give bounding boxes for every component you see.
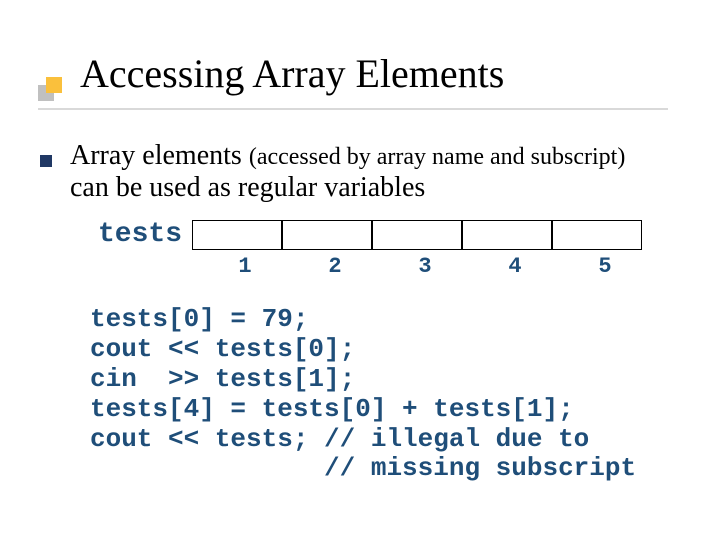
- slide-title: Accessing Array Elements: [80, 50, 504, 97]
- code-line: tests[4] = tests[0] + tests[1];: [90, 394, 574, 424]
- array-index: 5: [560, 254, 650, 279]
- array-label: tests: [98, 219, 182, 250]
- body-part1: Array elements: [70, 140, 249, 171]
- slide: Accessing Array Elements Array elements …: [0, 0, 720, 540]
- code-block: tests[0] = 79; cout << tests[0]; cin >> …: [90, 305, 636, 484]
- accent-square-gold: [46, 77, 62, 93]
- array-index: 3: [380, 254, 470, 279]
- array-cells: [192, 220, 642, 250]
- code-line: cout << tests[0];: [90, 334, 355, 364]
- array-cell: [282, 220, 372, 250]
- array-cell: [372, 220, 462, 250]
- array-index: 2: [290, 254, 380, 279]
- body-part2: (accessed by array name and subscript): [249, 144, 626, 170]
- code-line: tests[0] = 79;: [90, 304, 308, 334]
- index-row: 1 2 3 4 5: [200, 254, 650, 279]
- body-text: Array elements (accessed by array name a…: [70, 140, 670, 204]
- code-line: cout << tests; // illegal due to: [90, 424, 589, 454]
- array-cell: [192, 220, 282, 250]
- body-part3: can be used as regular variables: [70, 172, 425, 203]
- title-underline: [38, 108, 668, 110]
- code-line: cin >> tests[1];: [90, 364, 355, 394]
- array-cell: [462, 220, 552, 250]
- array-cell: [552, 220, 642, 250]
- array-index: 4: [470, 254, 560, 279]
- code-line: // missing subscript: [90, 453, 636, 483]
- array-index: 1: [200, 254, 290, 279]
- array-row: tests: [98, 219, 642, 250]
- bullet-icon: [40, 155, 52, 167]
